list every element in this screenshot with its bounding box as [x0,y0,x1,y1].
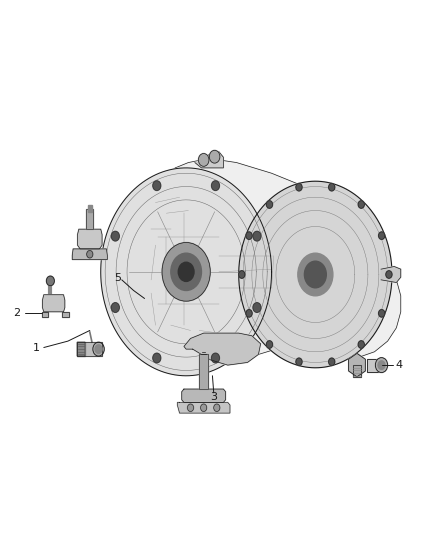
Polygon shape [72,249,107,260]
Circle shape [378,310,385,317]
Text: 4: 4 [396,360,403,370]
Polygon shape [195,152,223,168]
Circle shape [358,201,364,208]
Circle shape [162,243,210,301]
Circle shape [111,303,119,312]
Circle shape [266,201,272,208]
Bar [88,205,92,212]
Bar [353,365,361,377]
Circle shape [328,183,335,191]
Circle shape [198,154,209,166]
Circle shape [378,232,385,239]
Circle shape [209,150,220,163]
Polygon shape [42,295,65,312]
Bar [42,312,48,317]
Bar [77,342,85,356]
Text: 5: 5 [114,273,121,283]
Circle shape [266,341,272,348]
Circle shape [304,261,326,288]
Circle shape [95,345,102,353]
Circle shape [214,404,220,411]
Circle shape [358,341,364,348]
Polygon shape [184,333,261,365]
Bar [353,365,361,377]
Bar [199,354,208,389]
Bar [199,354,208,389]
Bar [86,209,93,229]
Circle shape [201,404,207,411]
Bar [77,342,85,356]
Bar [367,359,379,372]
Polygon shape [381,266,401,282]
Polygon shape [101,168,272,376]
Circle shape [111,231,119,241]
Circle shape [296,183,302,191]
Circle shape [246,310,252,317]
Bar [77,342,102,356]
Bar [62,312,69,317]
Circle shape [378,361,385,369]
Circle shape [153,181,161,190]
Circle shape [178,262,194,281]
Circle shape [187,404,194,411]
Circle shape [212,181,219,190]
Circle shape [328,358,335,366]
Polygon shape [78,229,102,249]
Circle shape [46,276,54,286]
Circle shape [93,342,104,356]
Circle shape [171,253,201,290]
Bar [62,312,69,317]
Circle shape [253,303,261,312]
Polygon shape [349,353,365,377]
Circle shape [87,251,93,258]
Circle shape [212,353,219,363]
Circle shape [386,271,392,278]
Polygon shape [177,402,230,413]
Polygon shape [182,389,226,402]
Text: 1: 1 [33,343,40,352]
Polygon shape [239,181,392,368]
Bar [367,359,379,372]
Bar [86,209,93,229]
Text: 3: 3 [210,392,217,402]
Circle shape [375,358,388,373]
Circle shape [246,232,252,239]
Circle shape [296,358,302,366]
Circle shape [298,253,333,296]
Circle shape [253,231,261,241]
Circle shape [153,353,161,363]
Circle shape [239,271,245,278]
Bar [77,342,102,356]
Text: 2: 2 [13,308,20,318]
Bar [42,312,48,317]
Polygon shape [125,160,401,357]
